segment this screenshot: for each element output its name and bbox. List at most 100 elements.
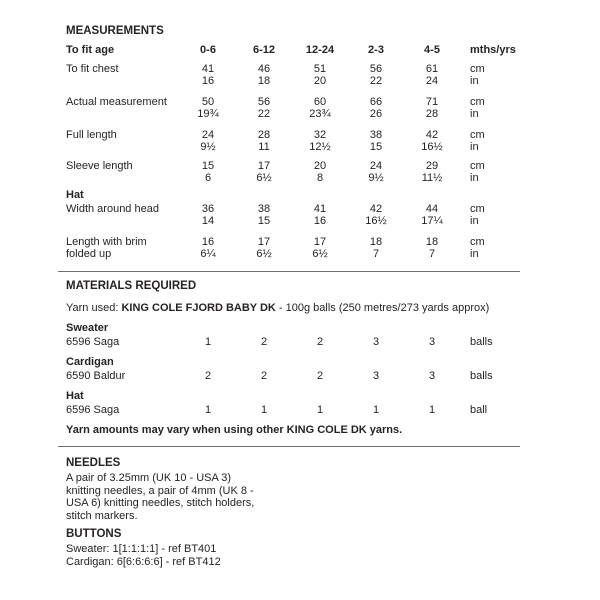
unit-cell: cm in bbox=[470, 96, 485, 120]
row-label: Width around head bbox=[66, 203, 159, 215]
size-value-cell: 71 28 bbox=[425, 96, 439, 120]
size-value-cell: 20 8 bbox=[313, 160, 327, 184]
row-label: Full length bbox=[66, 129, 117, 141]
yarn-used-prefix: Yarn used: bbox=[66, 302, 122, 314]
yarn-amounts-note: Yarn amounts may vary when using other K… bbox=[66, 424, 403, 436]
size-value-cell: 41 16 bbox=[313, 203, 327, 227]
material-row-sweater: 6596 Saga 1 2 2 3 3 balls bbox=[66, 336, 560, 349]
measurement-row-actual-measurement: Actual measurement 50 19¾ 56 22 60 23¾ 66 26… bbox=[66, 96, 560, 120]
size-value-cell: 41 16 bbox=[201, 63, 215, 87]
size-value-cell: 42 16½ bbox=[365, 203, 387, 227]
size-value-cell: 56 22 bbox=[257, 96, 271, 120]
needles-text-line: USA 6) knitting needles, stitch holders, bbox=[66, 497, 255, 509]
size-value-cell: 60 23¾ bbox=[309, 96, 331, 120]
quantity-cell: 3 bbox=[428, 370, 436, 382]
quantity-cell: 1 bbox=[260, 404, 268, 416]
size-value-cell: 17 6½ bbox=[256, 160, 272, 184]
size-value-cell: 18 7 bbox=[369, 236, 383, 260]
size-value-cell: 50 19¾ bbox=[197, 96, 219, 120]
quantity-cell: 3 bbox=[428, 336, 436, 348]
yarn-name: KING COLE FJORD BABY DK bbox=[121, 302, 276, 314]
section-divider bbox=[58, 446, 520, 447]
size-value-cell: 38 15 bbox=[257, 203, 271, 227]
buttons-text-line: Cardigan: 6[6:6:6:6] - ref BT412 bbox=[66, 556, 221, 568]
size-value-cell: 16 6¼ bbox=[200, 236, 216, 260]
quantity-cell: 1 bbox=[316, 404, 324, 416]
size-value-cell: 29 11½ bbox=[421, 160, 443, 184]
quantity-cell: 1 bbox=[428, 404, 436, 416]
yarn-used-suffix: - 100g balls (250 metres/273 yards appro… bbox=[275, 302, 490, 314]
quantity-cell: 1 bbox=[204, 336, 212, 348]
buttons-title: BUTTONS bbox=[66, 528, 122, 540]
section-divider bbox=[58, 271, 520, 272]
header-unit-label: mths/yrs bbox=[470, 44, 516, 56]
material-row-cardigan: 6590 Baldur 2 2 2 3 3 balls bbox=[66, 370, 560, 383]
materials-title: MATERIALS REQUIRED bbox=[66, 280, 197, 292]
measurement-row-length-with-brim: Length with brim folded up 16 6¼ 17 6½ 17 6½… bbox=[66, 236, 560, 260]
row-label: Sleeve length bbox=[66, 160, 133, 172]
quantity-unit: balls bbox=[470, 370, 493, 382]
row-label: Actual measurement bbox=[66, 96, 167, 108]
material-category-hat: Hat bbox=[66, 390, 84, 402]
shade-label: 6596 Saga bbox=[66, 404, 120, 416]
measurement-row-full-length: Full length 24 9½ 28 11 32 12½ 38 15 42 16½ c… bbox=[66, 129, 560, 153]
size-col-header: 2-3 bbox=[368, 44, 384, 56]
size-value-cell: 17 6½ bbox=[256, 236, 272, 260]
needles-text-line: A pair of 3.25mm (UK 10 - USA 3) bbox=[66, 472, 232, 484]
unit-cell: cm in bbox=[470, 203, 485, 227]
shade-label: 6590 Baldur bbox=[66, 370, 126, 382]
measurement-row-to-fit-chest: To fit chest 41 16 46 18 51 20 56 22 61 24 cm… bbox=[66, 63, 560, 87]
quantity-cell: 2 bbox=[260, 370, 268, 382]
size-value-cell: 32 12½ bbox=[309, 129, 331, 153]
measurement-row-sleeve-length: Sleeve length 15 6 17 6½ 20 8 24 9½ 29 11½ cm… bbox=[66, 160, 560, 184]
quantity-cell: 1 bbox=[372, 404, 380, 416]
size-value-cell: 17 6½ bbox=[312, 236, 328, 260]
size-value-cell: 15 6 bbox=[201, 160, 215, 184]
yarn-used-line: Yarn used: KING COLE FJORD BABY DK - 100… bbox=[66, 302, 560, 315]
material-category-sweater: Sweater bbox=[66, 322, 109, 334]
size-value-cell: 42 16½ bbox=[421, 129, 443, 153]
unit-cell: cm in bbox=[470, 160, 485, 184]
measurements-title: MEASUREMENTS bbox=[66, 25, 164, 37]
quantity-cell: 2 bbox=[316, 370, 324, 382]
material-category-cardigan: Cardigan bbox=[66, 356, 114, 368]
quantity-cell: 3 bbox=[372, 336, 380, 348]
size-col-header: 0-6 bbox=[200, 44, 216, 56]
quantity-cell: 3 bbox=[372, 370, 380, 382]
size-header-row: To fit age 0-6 6-12 12-24 2-3 4-5 mths/y… bbox=[66, 44, 560, 57]
size-value-cell: 44 17¼ bbox=[421, 203, 443, 227]
needles-text-line: stitch markers. bbox=[66, 509, 138, 522]
unit-cell: cm in bbox=[470, 63, 485, 87]
needles-text-line: knitting needles, a pair of 4mm (UK 8 - bbox=[66, 484, 254, 497]
size-col-header: 12-24 bbox=[305, 44, 335, 56]
hat-subheader: Hat bbox=[66, 189, 84, 201]
header-label: To fit age bbox=[66, 44, 115, 56]
quantity-unit: balls bbox=[470, 336, 493, 348]
measurement-row-width-around-head: Width around head 36 14 38 15 41 16 42 16½ 4… bbox=[66, 203, 560, 227]
shade-label: 6596 Saga bbox=[66, 336, 120, 348]
size-value-cell: 56 22 bbox=[369, 63, 383, 87]
size-value-cell: 46 18 bbox=[257, 63, 271, 87]
quantity-cell: 2 bbox=[204, 370, 212, 382]
size-col-header: 6-12 bbox=[252, 44, 276, 56]
quantity-unit: ball bbox=[470, 404, 488, 416]
size-value-cell: 36 14 bbox=[201, 203, 215, 227]
material-row-hat: 6596 Saga 1 1 1 1 1 ball bbox=[66, 404, 560, 417]
quantity-cell: 2 bbox=[316, 336, 324, 348]
unit-cell: cm in bbox=[470, 236, 485, 260]
size-value-cell: 66 26 bbox=[369, 96, 383, 120]
size-value-cell: 38 15 bbox=[369, 129, 383, 153]
needles-title: NEEDLES bbox=[66, 457, 121, 469]
size-col-header: 4-5 bbox=[424, 44, 440, 56]
quantity-cell: 1 bbox=[204, 404, 212, 416]
row-label: To fit chest bbox=[66, 63, 119, 75]
size-value-cell: 18 7 bbox=[425, 236, 439, 260]
size-value-cell: 51 20 bbox=[313, 63, 327, 87]
size-value-cell: 61 24 bbox=[425, 63, 439, 87]
pattern-content: MEASUREMENTS To fit age 0-6 6-12 12-24 2… bbox=[58, 25, 560, 568]
size-value-cell: 28 11 bbox=[257, 129, 271, 153]
row-label: Length with brim folded up bbox=[66, 236, 147, 260]
buttons-text-line: Sweater: 1[1:1:1:1] - ref BT401 bbox=[66, 543, 217, 555]
size-value-cell: 24 9½ bbox=[200, 129, 216, 153]
